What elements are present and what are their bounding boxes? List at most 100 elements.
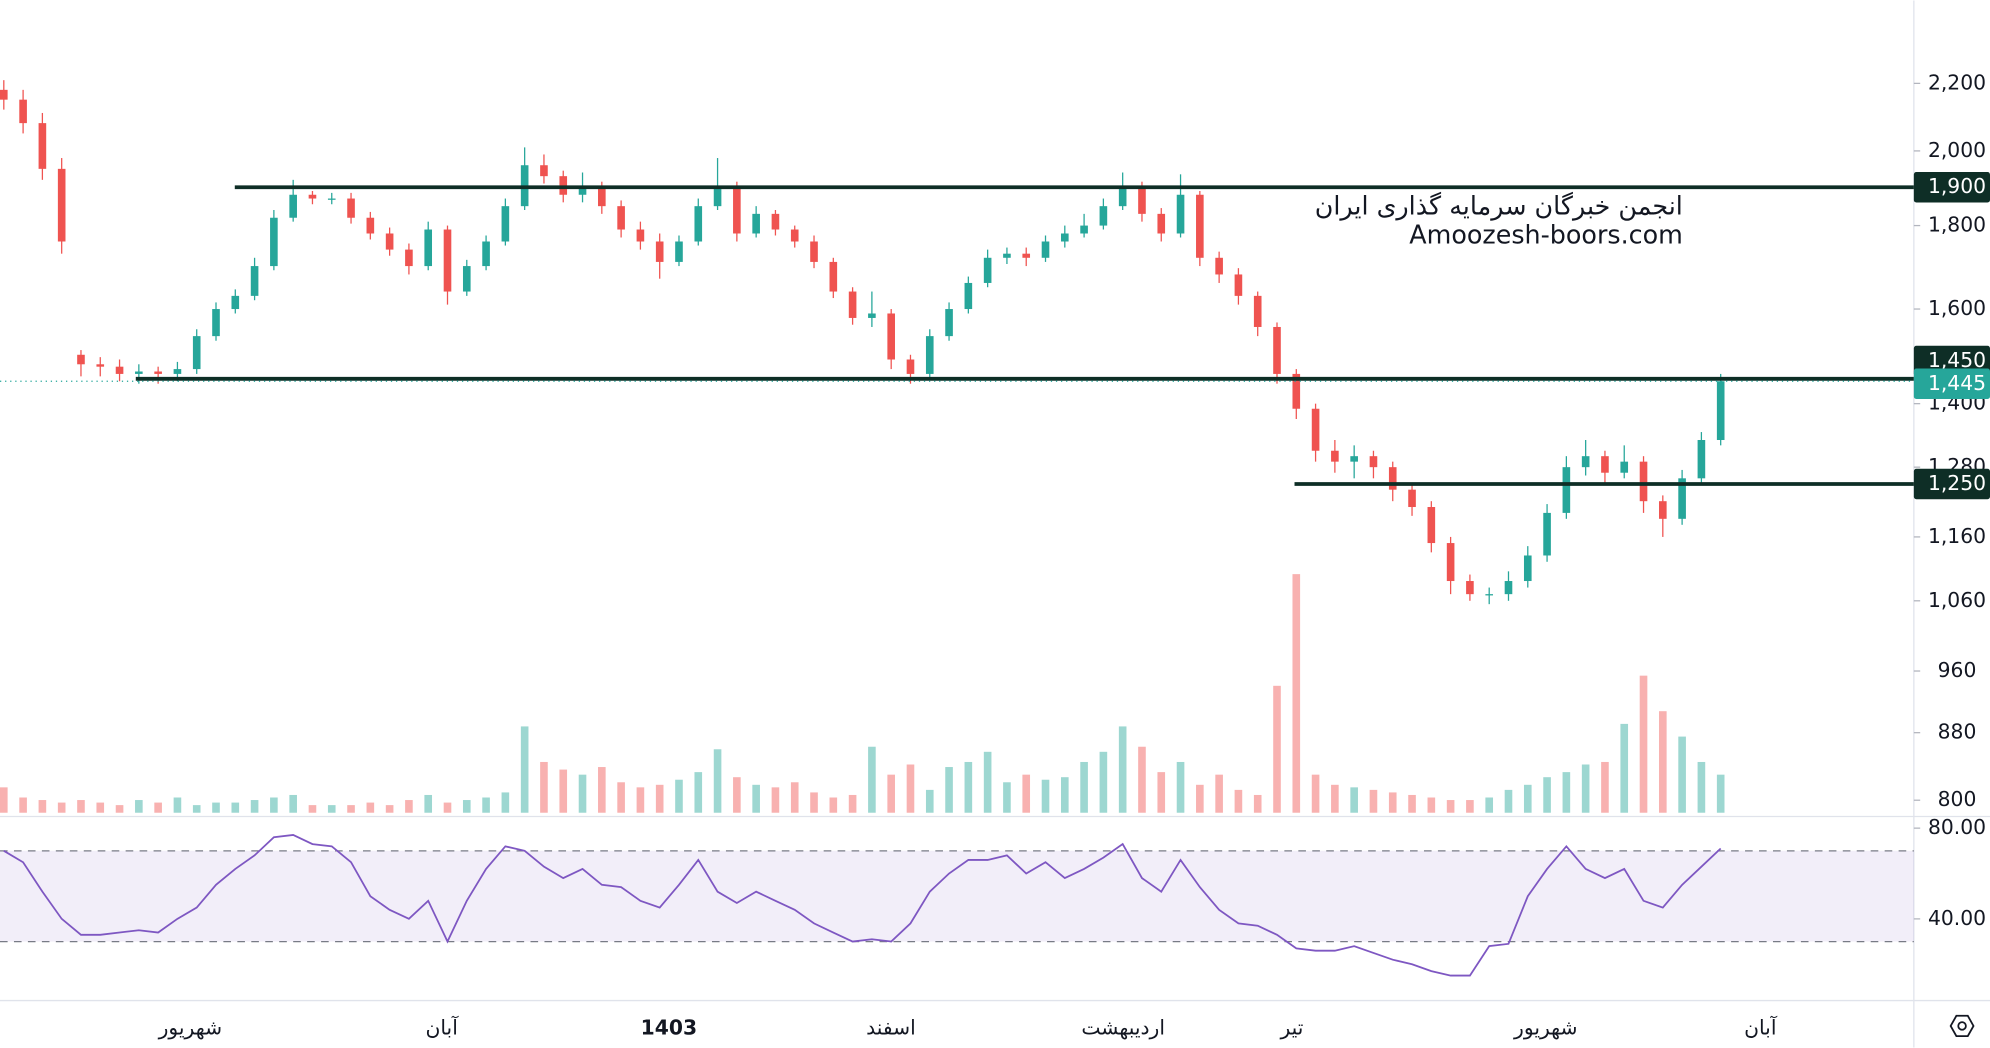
candle-body bbox=[848, 291, 857, 318]
watermark: انجمن خبرگان سرمایه گذاری ایران bbox=[1315, 190, 1683, 221]
y-tick-label: 1,060 bbox=[1928, 588, 1986, 612]
candle-body bbox=[1581, 456, 1590, 468]
volume-bar bbox=[1523, 784, 1532, 813]
volume-bar bbox=[598, 767, 606, 813]
volume-bar bbox=[733, 777, 741, 813]
volume-bar bbox=[1485, 797, 1494, 813]
x-tick-label: شهریور bbox=[1513, 1015, 1578, 1039]
candle-body bbox=[1543, 512, 1551, 556]
rsi-tick-label: 80.00 bbox=[1928, 815, 1986, 839]
last-price-label: 1,445 bbox=[1928, 371, 1986, 395]
volume-bar bbox=[559, 769, 568, 813]
volume-bar bbox=[57, 802, 66, 813]
candle-body bbox=[1504, 581, 1513, 595]
volume-bar bbox=[1697, 761, 1706, 813]
volume-bar bbox=[617, 782, 625, 813]
volume-bar bbox=[1253, 794, 1262, 813]
volume-bar bbox=[752, 784, 760, 813]
candle-body bbox=[636, 229, 645, 242]
volume-bar bbox=[192, 805, 201, 813]
volume-bar bbox=[77, 800, 85, 813]
candle-body bbox=[366, 217, 375, 234]
volume-bar bbox=[1003, 782, 1011, 813]
candle-body bbox=[1273, 326, 1281, 374]
volume-bar bbox=[945, 767, 953, 813]
candle-body bbox=[655, 241, 664, 262]
volume-bar bbox=[231, 802, 240, 813]
level-label: 1,450 bbox=[1928, 348, 1986, 372]
candle-body bbox=[578, 187, 587, 195]
volume-bar bbox=[1504, 789, 1513, 813]
volume-bar bbox=[964, 761, 973, 813]
volume-bar bbox=[443, 802, 452, 813]
candle-body bbox=[771, 213, 780, 230]
candle-body bbox=[1099, 206, 1108, 226]
x-tick-label: 1403 bbox=[641, 1015, 698, 1039]
volume-bar bbox=[482, 797, 490, 813]
volume-bar bbox=[1350, 787, 1358, 813]
volume-bar bbox=[308, 805, 317, 813]
volume-bar bbox=[173, 797, 182, 813]
candle-body bbox=[1562, 467, 1571, 513]
x-tick-label: آبان bbox=[425, 1014, 459, 1039]
volume-bar bbox=[1716, 774, 1725, 813]
y-tick-label: 1,800 bbox=[1928, 213, 1986, 237]
x-tick-label: شهریور bbox=[158, 1015, 223, 1039]
candle-body bbox=[154, 371, 162, 374]
candle-body bbox=[347, 198, 355, 218]
x-tick-label: آبان bbox=[1744, 1014, 1778, 1039]
volume-bar bbox=[810, 792, 818, 813]
candle-body bbox=[1466, 581, 1474, 595]
candle-body bbox=[173, 369, 182, 374]
y-tick-label: 1,160 bbox=[1928, 524, 1986, 548]
candle-body bbox=[906, 359, 915, 374]
rsi-band bbox=[0, 850, 1914, 942]
candle-body bbox=[1118, 187, 1127, 207]
volume-bar bbox=[1446, 800, 1455, 813]
candle-body bbox=[1620, 461, 1629, 473]
volume-bar bbox=[385, 805, 394, 813]
volume-bar bbox=[1176, 761, 1185, 813]
candle-body bbox=[1176, 194, 1185, 234]
x-tick-label: اسفند bbox=[866, 1015, 916, 1039]
volume-bar bbox=[1620, 723, 1629, 813]
candle-body bbox=[790, 229, 799, 242]
candle-body bbox=[964, 282, 973, 310]
candle-body bbox=[1697, 440, 1706, 479]
candle-body bbox=[1601, 456, 1609, 473]
candle-body bbox=[1292, 373, 1301, 409]
candle-body bbox=[1639, 461, 1648, 502]
y-tick-label: 1,600 bbox=[1928, 296, 1986, 320]
volume-bar bbox=[1060, 777, 1069, 813]
y-tick-label: 960 bbox=[1938, 658, 1977, 682]
candle-body bbox=[270, 217, 278, 267]
volume-bar bbox=[1215, 774, 1223, 813]
watermark: Amoozesh-boors.com bbox=[1409, 220, 1683, 250]
x-tick-label: اردیبهشت bbox=[1081, 1015, 1165, 1039]
candle-body bbox=[77, 354, 85, 365]
volume-bar bbox=[868, 746, 876, 813]
candle-body bbox=[694, 206, 703, 242]
volume-bar bbox=[636, 787, 645, 813]
volume-bar bbox=[327, 805, 336, 813]
candle-body bbox=[617, 206, 625, 230]
volume-bar bbox=[0, 787, 8, 813]
volume-bar bbox=[1581, 764, 1590, 813]
candle-body bbox=[405, 249, 413, 267]
candle-body bbox=[1485, 594, 1494, 596]
settings-icon[interactable] bbox=[1949, 1014, 1975, 1037]
volume-bar bbox=[1466, 800, 1474, 813]
candle-body bbox=[1060, 233, 1069, 242]
candle-body bbox=[1716, 381, 1725, 441]
volume-bar bbox=[1543, 777, 1551, 813]
volume-bar bbox=[1311, 774, 1320, 813]
candle-body bbox=[0, 89, 8, 100]
volume-bar bbox=[1427, 797, 1436, 813]
volume-bar bbox=[713, 749, 722, 813]
candle-body bbox=[1080, 225, 1088, 234]
volume-bar bbox=[366, 802, 375, 813]
volume-bar bbox=[1041, 779, 1050, 813]
